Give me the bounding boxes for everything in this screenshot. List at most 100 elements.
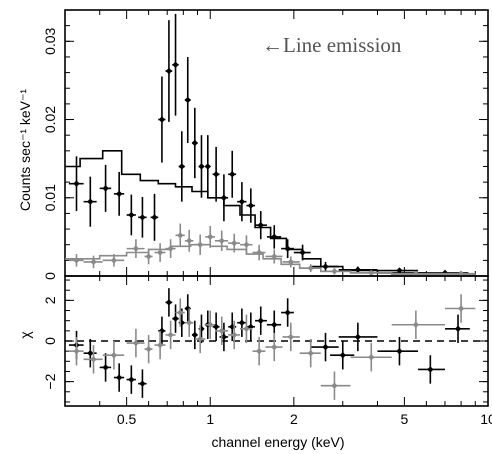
residual-gray-data-point (457, 305, 465, 312)
spectrum-black-data-point (128, 211, 135, 219)
spectrum-black-data-point (229, 171, 236, 178)
spectrum-gray-data-point (73, 257, 80, 264)
spectrum-black-data-point (151, 214, 158, 221)
spectrum-gray-data-point (207, 233, 214, 241)
residual-gray-data-point (255, 347, 263, 355)
residual-ytick-label: 0 (42, 337, 58, 345)
spectrum-black-data-point (322, 263, 329, 270)
spectrum-gray-data-point (218, 237, 225, 244)
spectrum-panel: 0 0.01 0.02 0.03 (42, 9, 489, 280)
residual-black-data-point (172, 315, 179, 322)
residual-gray-data-point (412, 321, 420, 328)
residual-black-data-point (284, 309, 291, 316)
spectrum-black-data-point (354, 266, 362, 273)
spectrum-ytick-label: 0.02 (42, 106, 58, 133)
residual-black-data-point (339, 352, 346, 359)
x-tick-label: 10 (480, 411, 492, 427)
residual-gray-data-point (90, 356, 97, 363)
residual-gray-data-point (271, 343, 278, 351)
spectrum-black-data-point (115, 190, 123, 198)
residual-panel: −2 0 2 (42, 275, 489, 407)
spectrum-gray-data-point (156, 249, 164, 256)
spectrum-ytick-label: 0 (42, 272, 58, 280)
spectrum-black-data-point (87, 198, 94, 205)
spectrum-gray-data-point (287, 258, 294, 266)
line-emission-annotation: ←Line emission (262, 33, 402, 57)
residual-gray-data-point (196, 335, 204, 343)
residual-gray-data-point (110, 352, 118, 359)
spectrum-black-data-point (184, 96, 191, 104)
spectrum-gray-data-point (243, 241, 250, 248)
spectrum-gray-data-point (307, 264, 314, 272)
residual-black-data-point (354, 333, 362, 341)
spectrum-black-data-point (178, 163, 186, 170)
residual-black-data-point (191, 331, 199, 339)
residual-gray-data-point (73, 347, 80, 355)
residual-gray-data-point (145, 345, 152, 353)
spectrum-gray-data-point (167, 245, 174, 252)
spectrum-gray-data-point (145, 253, 152, 260)
spectrum-gray-data-point (231, 239, 238, 247)
spectrum-ytick-label: 0.01 (42, 184, 58, 211)
spectrum-gray-data-point (368, 269, 375, 277)
residual-gray-data-point (167, 331, 174, 339)
spectrum-black-data-point (158, 116, 166, 123)
x-tick-label: 2 (290, 411, 298, 427)
spectrum-ytick-label: 0.03 (42, 27, 58, 54)
spectrum-black-data-point (165, 67, 173, 75)
residual-gray-data-point (156, 341, 164, 349)
spectrum-black-data-point (299, 249, 306, 256)
residual-gray-data-point (307, 349, 314, 357)
spectrum-black-data-point (139, 214, 146, 221)
residual-black-data-point (271, 321, 278, 328)
spectrum-gray-data-point (196, 241, 204, 248)
x-tick-label: 5 (400, 411, 408, 427)
spectrum-black-data-point (191, 139, 199, 147)
spectrum-black-data-point (102, 185, 109, 192)
x-tick-label: 1 (206, 411, 214, 427)
spectrum-black-data-point (220, 194, 228, 201)
residual-black-data-point (454, 325, 462, 333)
residual-black-data-point (165, 299, 173, 306)
spectrum-gray-data-point (186, 237, 193, 244)
spectrum-black-model-line (65, 150, 476, 276)
spectrum-black-data-point (204, 163, 211, 170)
spectrum-black-data-point (284, 245, 291, 252)
residual-black-data-point (198, 325, 205, 333)
y-axis-label-chi: χ (17, 331, 33, 339)
residual-ytick-label: 2 (42, 296, 58, 304)
residual-gray-data-point (368, 354, 375, 361)
spectrum-gray-data-point (110, 257, 118, 264)
residual-black-data-point (427, 366, 434, 373)
spectrum-black-data-point (396, 267, 403, 274)
spectrum-gray-data-point (177, 232, 184, 239)
residual-gray-data-point (186, 319, 193, 326)
residual-gray-data-point (287, 333, 294, 341)
residual-black-data-point (128, 376, 135, 383)
residual-black-data-point (322, 343, 329, 351)
spectrum-black-data-point (257, 221, 264, 229)
residual-gray-data-point (243, 325, 250, 333)
residual-black-data-point (115, 374, 123, 381)
residual-black-data-point (139, 380, 146, 387)
spectrum-black-data-point (271, 233, 278, 241)
residual-black-data-point (238, 319, 246, 326)
residual-ytick-label: −2 (42, 373, 58, 389)
spectrum-black-data-point (212, 171, 220, 178)
residual-gray-data-point (132, 339, 140, 347)
spectrum-gray-data-point (255, 249, 263, 256)
residual-gray-data-point (207, 321, 214, 328)
y-axis-label-counts: Counts sec⁻¹ keV⁻¹ (17, 89, 33, 211)
residual-gray-data-point (231, 331, 238, 339)
residual-gray-data-point (177, 309, 184, 316)
residual-black-data-point (396, 347, 403, 355)
spectrum-gray-data-point (132, 245, 140, 252)
spectrum-black-data-point (73, 180, 80, 187)
x-axis-label: channel energy (keV) (211, 434, 344, 450)
residual-gray-data-point (218, 327, 225, 335)
spectrum-black-data-point (172, 61, 179, 68)
spectrum-black-data-point (198, 163, 205, 170)
x-tick-label: 0.5 (117, 411, 137, 427)
